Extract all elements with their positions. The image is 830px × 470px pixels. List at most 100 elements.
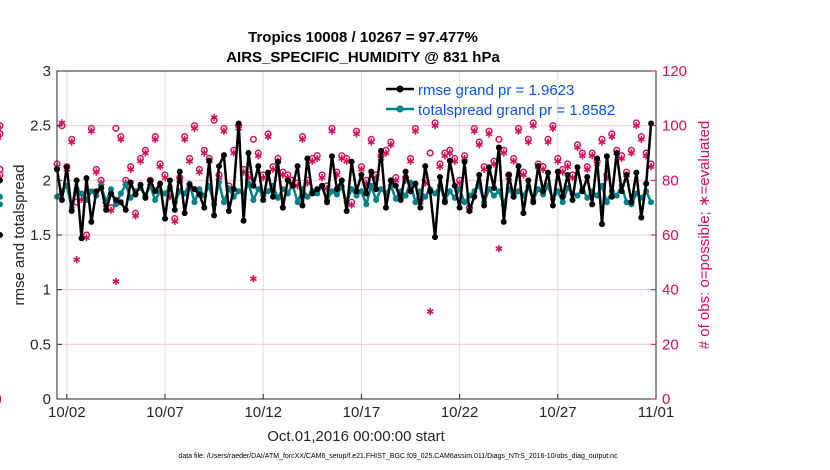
legend-totalspread-label: totalspread grand pr = 1.8582 (418, 102, 615, 119)
asterisk-stroke (127, 166, 135, 172)
asterisk-stroke (564, 164, 572, 170)
rmse-point (613, 150, 620, 156)
obs-evaluated-point (136, 157, 144, 165)
rmse-point (245, 150, 252, 156)
rmse-point (338, 177, 345, 184)
rmse-point (382, 204, 389, 211)
asterisk-stroke (132, 213, 140, 219)
rmse-point (333, 186, 340, 193)
rmse-point (441, 199, 448, 206)
rmse-point (353, 188, 360, 195)
asterisk-stroke (318, 175, 326, 181)
totalspread-point (358, 188, 365, 195)
totalspread-point (422, 193, 429, 200)
obs-possible-point (495, 135, 503, 143)
asterisk-stroke (367, 139, 375, 145)
obs-evaluated-point (156, 163, 164, 171)
asterisk-stroke (161, 175, 169, 181)
rmse-point (103, 206, 110, 213)
y-tick-label-left: 0 (43, 391, 51, 408)
y-axis-right: 0 20 40 60 80 100 120 (651, 63, 687, 408)
y-tick-label-left: 2 (43, 172, 51, 189)
rmse-point (530, 199, 537, 206)
obs-evaluated-point (647, 163, 655, 171)
totalspread-point (0, 201, 3, 208)
x-axis: 10/02 10/07 10/12 10/17 10/22 10/27 11/01 (48, 394, 674, 421)
obs-evaluated-point (392, 176, 400, 184)
asterisk-stroke (647, 164, 655, 170)
rmse-point (88, 218, 95, 225)
rmse-point (589, 201, 596, 208)
obs-evaluated-point (524, 138, 532, 146)
rmse-point (594, 155, 601, 162)
obs-evaluated-point (68, 138, 76, 146)
asterisk-stroke (117, 136, 125, 142)
asterisk-stroke (495, 246, 503, 252)
asterisk-stroke (392, 177, 400, 183)
totalspread-point (402, 192, 409, 199)
rmse-point (387, 177, 394, 184)
obs-possible-point (0, 130, 4, 138)
asterisk-stroke (441, 153, 449, 159)
rmse-point (201, 204, 208, 211)
asterisk-stroke (264, 134, 272, 140)
asterisk-stroke (298, 136, 307, 142)
rmse-point (422, 163, 429, 170)
data-file-footer: data file: /Users/raeder/DAI/ATM_forcXX/… (178, 453, 618, 460)
rmse-point (142, 194, 149, 201)
obs-evaluated-point (313, 154, 321, 163)
y-tick-label-right: 0 (662, 391, 670, 408)
rmse-point (368, 168, 375, 175)
rmse-point (319, 182, 326, 189)
asterisk-stroke (573, 145, 581, 151)
chart-title-line2: AIRS_SPECIFIC_HUMIDITY @ 831 hPa (226, 49, 500, 66)
asterisk-stroke (598, 139, 606, 145)
rmse-point (486, 164, 493, 171)
totalspread-point (88, 188, 95, 195)
rmse-point (397, 197, 404, 204)
rmse-point (643, 180, 650, 187)
asterisk-stroke (269, 166, 277, 172)
rmse-point (402, 168, 409, 175)
rmse-point (500, 218, 507, 225)
obs-evaluated-point (318, 174, 326, 182)
obs-evaluated-point (357, 165, 365, 173)
asterisk-stroke (583, 166, 591, 172)
obs-evaluated-point (578, 152, 586, 160)
totalspread-point (353, 192, 360, 199)
x-tick-label: 10/02 (48, 404, 86, 421)
rmse-point (147, 177, 154, 184)
totalspread-point (265, 188, 272, 195)
rmse-point (584, 174, 591, 181)
legend-rmse-label: rmse grand pr = 1.9623 (418, 82, 574, 99)
asterisk-stroke (195, 169, 203, 175)
asterisk-stroke (549, 125, 557, 131)
x-tick-label: 10/12 (244, 404, 282, 421)
totalspread-point (162, 190, 169, 197)
obs-evaluated-point (328, 127, 336, 135)
rmse-point (358, 171, 365, 178)
obs-evaluated-point (117, 135, 125, 143)
rmse-point (392, 182, 399, 189)
obs-possible-point (0, 122, 4, 130)
asterisk-stroke (406, 158, 415, 164)
obs-possible-point (426, 149, 434, 157)
totalspread-point (152, 197, 159, 204)
obs-evaluated-point (186, 157, 194, 165)
obs-evaluated-point (220, 127, 228, 135)
totalspread-point (432, 190, 439, 197)
rmse-point (211, 212, 218, 219)
obs-evaluated-point (519, 171, 527, 179)
obs-evaluated-point (73, 256, 81, 264)
rmse-point (510, 193, 517, 200)
asterisk-stroke (431, 123, 439, 129)
obs-evaluated-point (195, 168, 203, 176)
asterisk-stroke (544, 139, 552, 145)
obs-evaluated-point (475, 141, 483, 149)
asterisk-stroke (519, 172, 527, 178)
asterisk-stroke (475, 142, 483, 148)
obs-evaluated-point (411, 127, 419, 135)
obs-evaluated-point (387, 141, 395, 149)
rmse-point (137, 181, 144, 188)
